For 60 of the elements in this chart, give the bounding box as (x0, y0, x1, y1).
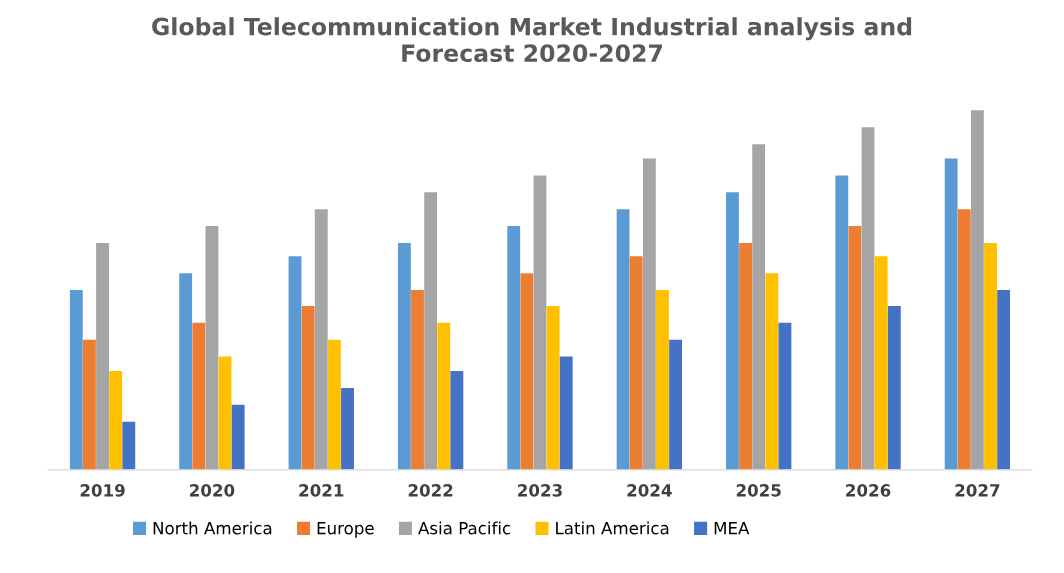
bar (69, 290, 83, 470)
bar (301, 305, 315, 470)
bar (752, 144, 766, 470)
bar (997, 290, 1011, 470)
bar (616, 209, 630, 470)
bar (122, 421, 136, 470)
bar (874, 256, 888, 470)
bar (726, 192, 739, 470)
bar (861, 127, 875, 470)
bar (848, 226, 862, 470)
bar (218, 356, 232, 470)
bar (778, 322, 792, 470)
bar (192, 322, 206, 470)
bar (109, 370, 123, 470)
bar (739, 243, 752, 470)
bar (231, 404, 245, 470)
x-tick-label: 2025 (736, 484, 781, 497)
bar (314, 209, 328, 470)
bar (546, 305, 560, 470)
bar (957, 209, 971, 470)
bar (765, 273, 779, 470)
x-tick-label: 2021 (299, 484, 344, 497)
bar (970, 110, 984, 470)
x-tick-label: 2023 (518, 484, 562, 497)
legend-label: North America (153, 521, 272, 535)
bar (327, 339, 341, 470)
bar (669, 339, 683, 470)
legend-label: Europe (317, 522, 374, 538)
bar (179, 273, 193, 470)
bar (642, 158, 656, 470)
bar (629, 256, 643, 470)
x-tick-label: 2019 (80, 484, 125, 497)
bar (507, 226, 521, 470)
bar (341, 387, 354, 470)
legend-label: Asia Pacific (418, 521, 511, 535)
x-tick-label: 2024 (627, 484, 672, 497)
bar (397, 243, 411, 470)
bar (450, 370, 464, 470)
bar (984, 243, 997, 470)
bar (944, 158, 958, 470)
bar (205, 226, 219, 470)
x-tick-label: 2026 (846, 484, 891, 497)
bar (288, 256, 302, 470)
x-tick-label: 2027 (955, 484, 1000, 497)
bar (559, 356, 573, 470)
legend-label: Latin America (556, 521, 669, 535)
bar (656, 290, 669, 470)
bar (411, 290, 424, 470)
x-tick-label: 2022 (408, 484, 453, 497)
bar (96, 243, 109, 470)
bar (83, 339, 96, 470)
chart-title: Global Telecommunication Market Industrial analysis and Forecast 2020-2027 (152, 17, 912, 63)
x-tick-label: 2020 (190, 484, 235, 497)
bar (520, 273, 534, 470)
bar (424, 192, 438, 470)
bar (887, 305, 901, 470)
bar (835, 175, 849, 470)
bar (437, 322, 451, 470)
legend-label: MEA (714, 522, 750, 535)
bar (533, 175, 547, 470)
